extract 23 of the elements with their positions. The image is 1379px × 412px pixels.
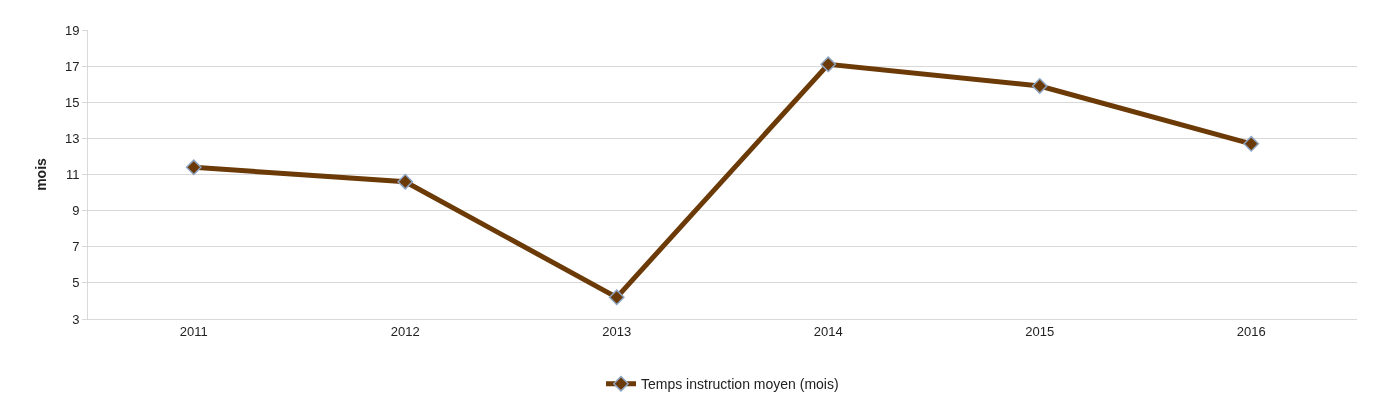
point bbox=[1243, 135, 1260, 152]
y-tick-label: 11 bbox=[65, 167, 80, 183]
y-tick-label: 15 bbox=[64, 94, 80, 110]
y-tick-label: 5 bbox=[72, 275, 80, 291]
y-tick-label: 17 bbox=[64, 58, 80, 74]
x-tick-label: 2013 bbox=[602, 323, 632, 339]
point bbox=[820, 56, 837, 73]
y-tick-label: 9 bbox=[72, 203, 80, 219]
y-tick-label: 3 bbox=[72, 311, 80, 327]
x-tick-label: 2012 bbox=[390, 323, 420, 339]
y-tick-label: 13 bbox=[64, 130, 80, 146]
x-tick-label: 2014 bbox=[813, 323, 843, 339]
x-tick-label: 2016 bbox=[1236, 323, 1266, 339]
legend-label: Temps instruction moyen (mois) bbox=[641, 376, 839, 393]
x-tick-label: 2011 bbox=[179, 323, 208, 339]
y-tick-label: 19 bbox=[64, 22, 80, 38]
y-axis-title: mois bbox=[32, 157, 49, 191]
point bbox=[608, 289, 625, 306]
point bbox=[1031, 78, 1048, 94]
y-tick-label: 7 bbox=[72, 239, 80, 255]
point bbox=[397, 173, 414, 190]
point bbox=[185, 159, 202, 176]
x-tick-label: 2015 bbox=[1025, 323, 1055, 339]
